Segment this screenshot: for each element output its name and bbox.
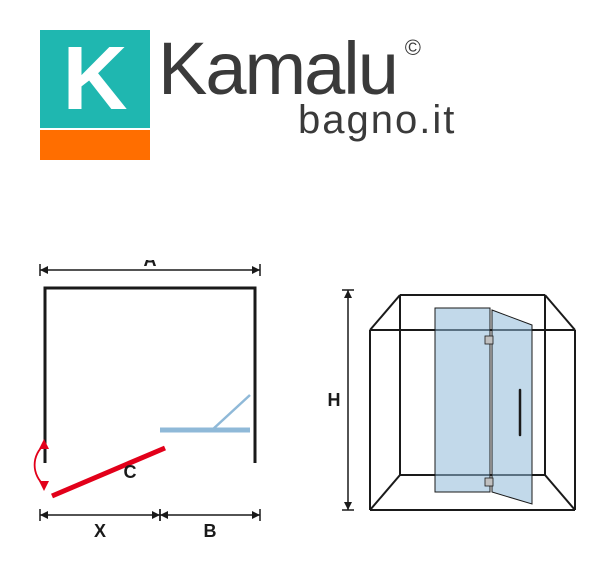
logo-mark: K [40,30,150,160]
diagrams: A C X B H [0,260,600,560]
logo-area: K Kamalu © bagno.it [40,30,456,160]
logo-upper: K [40,30,150,128]
svg-text:H: H [328,390,341,410]
logo-lower [40,130,150,160]
svg-text:A: A [144,260,157,270]
brand-text: Kamalu © bagno.it [158,30,456,143]
brand-main: Kamalu © [158,34,397,104]
svg-text:C: C [124,462,137,482]
svg-text:B: B [204,521,217,541]
logo-letter: K [63,34,128,124]
svg-text:X: X [94,521,106,541]
brand-main-text: Kamalu [158,27,397,110]
copyright-symbol: © [405,38,419,59]
